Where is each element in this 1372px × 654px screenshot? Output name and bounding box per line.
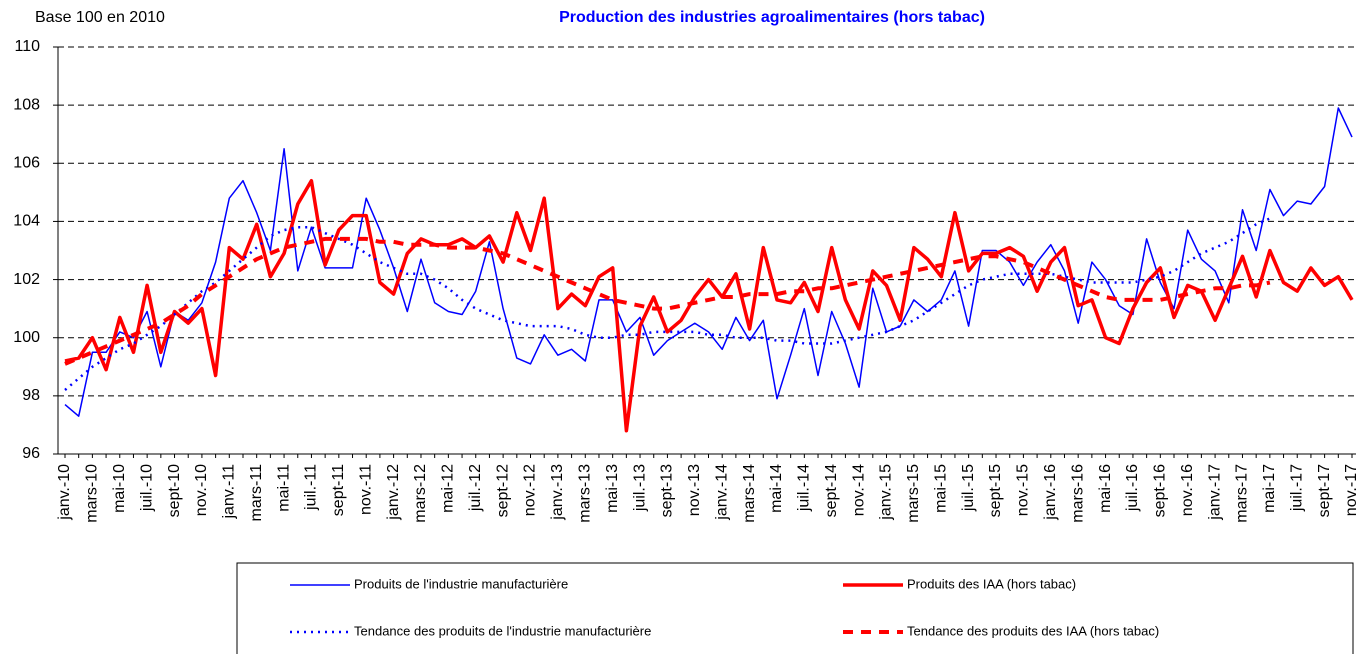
x-tick-label: sept-14 — [823, 464, 840, 517]
x-tick-label: janv.-16 — [1042, 464, 1059, 521]
x-tick-label: janv.-13 — [549, 464, 566, 521]
x-tick-label: mai-15 — [932, 464, 949, 513]
x-tick-label: mai-10 — [111, 464, 128, 513]
y-axis-label: Base 100 en 2010 — [35, 9, 165, 26]
x-tick-label: nov.-11 — [357, 464, 374, 515]
x-tick-label: janv.-17 — [1206, 464, 1223, 521]
x-tick-label: juil.-10 — [138, 464, 155, 512]
x-tick-label: janv.-11 — [221, 464, 238, 520]
x-tick-label: mai-13 — [604, 464, 621, 513]
x-tick-label: janv.-14 — [713, 464, 730, 521]
y-tick-label: 110 — [14, 38, 40, 55]
y-tick-label: 106 — [13, 155, 40, 172]
x-tick-label: juil.-17 — [1288, 464, 1305, 512]
x-tick-label: mars-10 — [84, 464, 101, 523]
x-tick-label: mars-14 — [741, 464, 758, 523]
y-tick-label: 96 — [22, 445, 40, 462]
x-tick-label: juil.-14 — [796, 464, 813, 512]
legend-label: Produits des IAA (hors tabac) — [907, 576, 1076, 591]
y-tick-label: 102 — [13, 271, 40, 288]
legend-label: Tendance des produits des IAA (hors taba… — [907, 623, 1159, 638]
x-tick-label: janv.-10 — [56, 464, 73, 521]
x-tick-label: sept-17 — [1316, 464, 1333, 517]
x-tick-label: sept-15 — [987, 464, 1004, 517]
x-tick-label: mai-17 — [1261, 464, 1278, 513]
x-tick-label: sept-10 — [166, 464, 183, 517]
legend-box — [236, 562, 1354, 654]
x-tick-label: sept-12 — [494, 464, 511, 517]
x-tick-label: nov.-12 — [522, 464, 539, 516]
x-tick-label: nov.-15 — [1015, 464, 1032, 516]
y-tick-label: 98 — [22, 387, 40, 404]
x-tick-label: janv.-12 — [385, 464, 402, 521]
x-tick-label: mai-14 — [768, 464, 785, 513]
series-line — [64, 178, 1354, 433]
x-tick-label: mars-16 — [1069, 464, 1086, 523]
y-tick-label: 100 — [13, 329, 40, 346]
x-tick-label: mai-16 — [1097, 464, 1114, 513]
x-tick-label: mars-17 — [1234, 464, 1251, 523]
y-tick-label: 104 — [13, 213, 40, 230]
x-tick-label: mars-13 — [576, 464, 593, 523]
legend-label: Tendance des produits de l'industrie man… — [354, 623, 651, 638]
x-tick-label: juil.-16 — [1124, 464, 1141, 512]
x-tick-label: juil.-11 — [303, 464, 320, 511]
x-tick-label: nov.-14 — [850, 464, 867, 516]
chart-title: Production des industries agroalimentair… — [559, 9, 985, 26]
x-tick-label: nov.-13 — [686, 464, 703, 516]
x-tick-label: mai-11 — [275, 464, 292, 512]
x-tick-label: sept-11 — [330, 464, 347, 516]
x-tick-label: mars-11 — [248, 464, 265, 522]
series-line — [64, 107, 1353, 417]
x-tick-label: nov.-17 — [1343, 464, 1360, 516]
x-tick-label: mars-12 — [412, 464, 429, 523]
x-tick-label: juil.-15 — [960, 464, 977, 512]
x-tick-label: nov.-10 — [193, 464, 210, 516]
x-tick-label: juil.-13 — [631, 464, 648, 512]
x-tick-label: mai-12 — [440, 464, 457, 513]
legend-label: Produits de l'industrie manufacturière — [354, 576, 568, 591]
x-tick-label: sept-16 — [1152, 464, 1169, 517]
x-tick-label: juil.-12 — [467, 464, 484, 512]
x-tick-label: nov.-16 — [1179, 464, 1196, 516]
y-tick-label: 108 — [13, 96, 40, 113]
x-tick-label: sept-13 — [659, 464, 676, 517]
x-tick-label: janv.-15 — [878, 464, 895, 521]
x-tick-label: mars-15 — [905, 464, 922, 523]
series-line — [64, 217, 1271, 391]
